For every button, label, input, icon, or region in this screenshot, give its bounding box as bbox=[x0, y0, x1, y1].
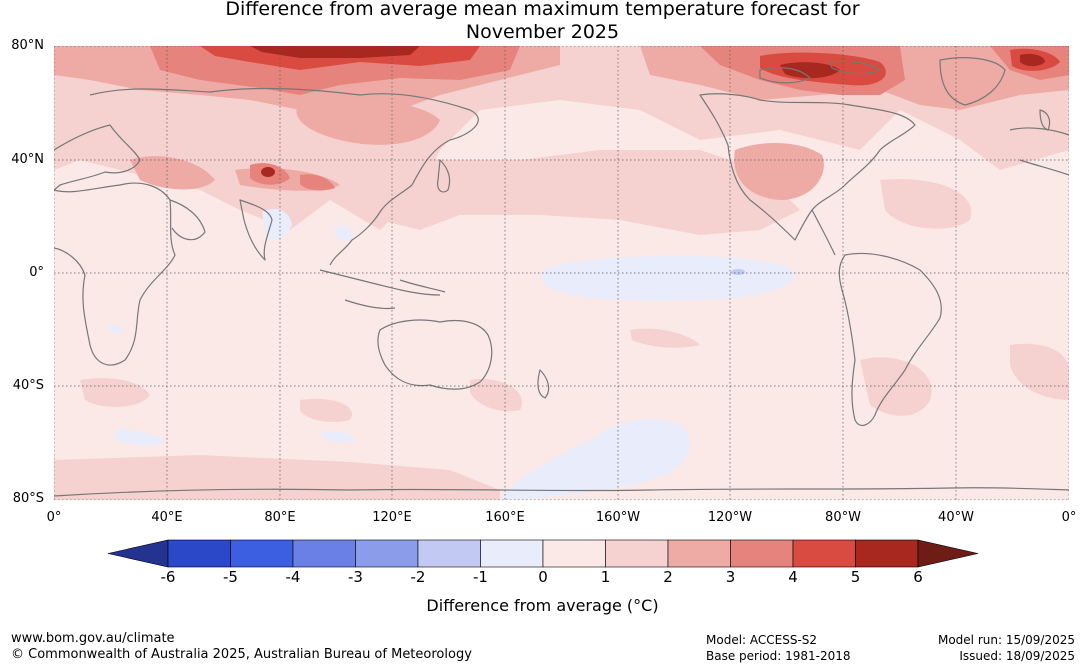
colorbar-tick-label: 5 bbox=[850, 568, 861, 586]
map-title-line-1: Difference from average mean maximum tem… bbox=[225, 0, 860, 20]
colorbar bbox=[107, 539, 979, 568]
lon-label-0-left: 0° bbox=[46, 510, 62, 525]
colorbar-segment bbox=[792, 539, 856, 568]
colorbar-segment bbox=[480, 539, 544, 568]
lat-label-80n: 80°N bbox=[11, 38, 44, 53]
footer-base-period: Base period: 1981-2018 bbox=[706, 649, 851, 663]
colorbar-tick-label: -3 bbox=[348, 568, 363, 586]
colorbar-tick-label: 1 bbox=[600, 568, 611, 586]
colorbar-segment bbox=[542, 539, 606, 568]
colorbar-segment bbox=[855, 539, 919, 568]
colorbar-extend-low bbox=[107, 539, 169, 568]
lon-label-120w: 120°W bbox=[707, 510, 753, 525]
anomaly-below-average-regions bbox=[108, 208, 795, 500]
lat-label-40s: 40°S bbox=[12, 378, 44, 393]
lon-label-120e: 120°E bbox=[372, 510, 412, 525]
lon-label-40e: 40°E bbox=[151, 510, 183, 525]
colorbar-segment bbox=[605, 539, 669, 568]
colorbar-tick-label: -1 bbox=[473, 568, 488, 586]
lat-label-0: 0° bbox=[29, 265, 44, 280]
map-title-line-2: November 2025 bbox=[465, 21, 620, 43]
footer-url[interactable]: www.bom.gov.au/climate bbox=[11, 631, 175, 646]
lat-label-40n: 40°N bbox=[11, 152, 44, 167]
colorbar-tick-label: -5 bbox=[223, 568, 238, 586]
footer-model: Model: ACCESS-S2 bbox=[706, 633, 818, 647]
footer-copyright: © Commonwealth of Australia 2025, Austra… bbox=[11, 647, 472, 662]
colorbar-tick-label: -4 bbox=[285, 568, 301, 586]
colorbar-tick-label: 0 bbox=[538, 568, 548, 586]
lon-label-0-right: 0° bbox=[1061, 510, 1077, 525]
coastlines bbox=[54, 57, 1069, 497]
lon-label-160w: 160°W bbox=[595, 510, 641, 525]
colorbar-segment bbox=[167, 539, 231, 568]
colorbar-tick-label: -6 bbox=[160, 568, 176, 586]
footer-issued: Issued: 18/09/2025 bbox=[959, 649, 1075, 663]
anomaly-5-6-regions bbox=[250, 46, 1045, 177]
colorbar-segment bbox=[417, 539, 481, 568]
colorbar-segment bbox=[667, 539, 731, 568]
graticule bbox=[54, 46, 1069, 500]
lat-label-80s: 80°S bbox=[12, 491, 44, 506]
colorbar-tick-label: 6 bbox=[913, 568, 923, 586]
colorbar-segment bbox=[292, 539, 356, 568]
colorbar-tick-label: 3 bbox=[725, 568, 736, 586]
lon-label-80w: 80°W bbox=[825, 510, 861, 525]
lon-label-40w: 40°W bbox=[938, 510, 974, 525]
colorbar-tick-label: 2 bbox=[663, 568, 673, 586]
footer-model-run: Model run: 15/09/2025 bbox=[937, 633, 1075, 647]
colorbar-tick-label: -2 bbox=[410, 568, 426, 586]
anomaly-minus-1-2-spot bbox=[731, 269, 745, 275]
colorbar-segment bbox=[355, 539, 419, 568]
lon-label-160e: 160°E bbox=[485, 510, 525, 525]
colorbar-segment bbox=[730, 539, 794, 568]
colorbar-segment bbox=[230, 539, 294, 568]
colorbar-extend-high bbox=[917, 539, 979, 568]
colorbar-tick-label: 4 bbox=[788, 568, 798, 586]
lon-label-80e: 80°E bbox=[264, 510, 296, 525]
colorbar-label: Difference from average (°C) bbox=[426, 596, 659, 615]
